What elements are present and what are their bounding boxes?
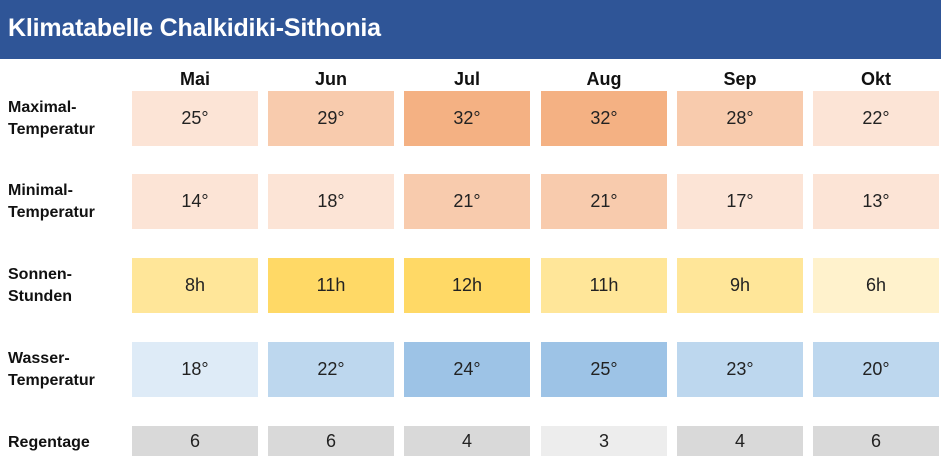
table-cell: 32° [541,91,667,146]
title-banner: Klimatabelle Chalkidiki-Sithonia [0,0,941,59]
table-cell: 8h [132,258,258,313]
column-header-jun: Jun [314,69,347,89]
table-cell: 25° [132,91,258,146]
table-cell: 25° [541,342,667,397]
table-cell: 9h [677,258,803,313]
row-label-line: Maximal- [8,99,77,116]
row-label-line: Stunden [8,288,72,305]
table-cell: 3 [541,426,667,456]
table-cell: 18° [132,342,258,397]
table-cell: 11h [541,258,667,313]
table-cell: 11h [268,258,394,313]
table-cell: 24° [404,342,530,397]
table-cell: 6 [132,426,258,456]
table-cell: 29° [268,91,394,146]
row-label: Maximal- Temperatur [8,97,95,141]
table-cell: 22° [813,91,939,146]
row-label-line: Regentage [8,434,90,451]
table-cell: 17° [677,174,803,229]
table-cell: 32° [404,91,530,146]
row-label: Regentage [8,432,90,454]
table-cell: 20° [813,342,939,397]
column-header-jul: Jul [453,69,480,89]
table-title: Klimatabelle Chalkidiki-Sithonia [8,14,381,42]
row-label-line: Temperatur [8,121,95,138]
table-cell: 13° [813,174,939,229]
row-label: Wasser- Temperatur [8,348,95,392]
row-label: Minimal- Temperatur [8,180,95,224]
table-cell: 21° [404,174,530,229]
column-header-mai: Mai [179,69,210,89]
row-label-line: Sonnen- [8,266,72,283]
table-cell: 21° [541,174,667,229]
table-cell: 22° [268,342,394,397]
table-cell: 6 [268,426,394,456]
row-label-line: Wasser- [8,350,70,367]
table-cell: 4 [404,426,530,456]
table-cell: 6h [813,258,939,313]
row-label: Sonnen- Stunden [8,264,72,308]
column-header-okt: Okt [860,69,891,89]
table-cell: 6 [813,426,939,456]
table-cell: 4 [677,426,803,456]
table-cell: 18° [268,174,394,229]
row-label-line: Temperatur [8,372,95,389]
table-cell: 14° [132,174,258,229]
table-cell: 12h [404,258,530,313]
column-header-sep: Sep [723,69,757,89]
row-label-line: Temperatur [8,204,95,221]
column-header-aug: Aug [586,69,622,89]
table-cell: 23° [677,342,803,397]
row-label-line: Minimal- [8,182,73,199]
table-cell: 28° [677,91,803,146]
